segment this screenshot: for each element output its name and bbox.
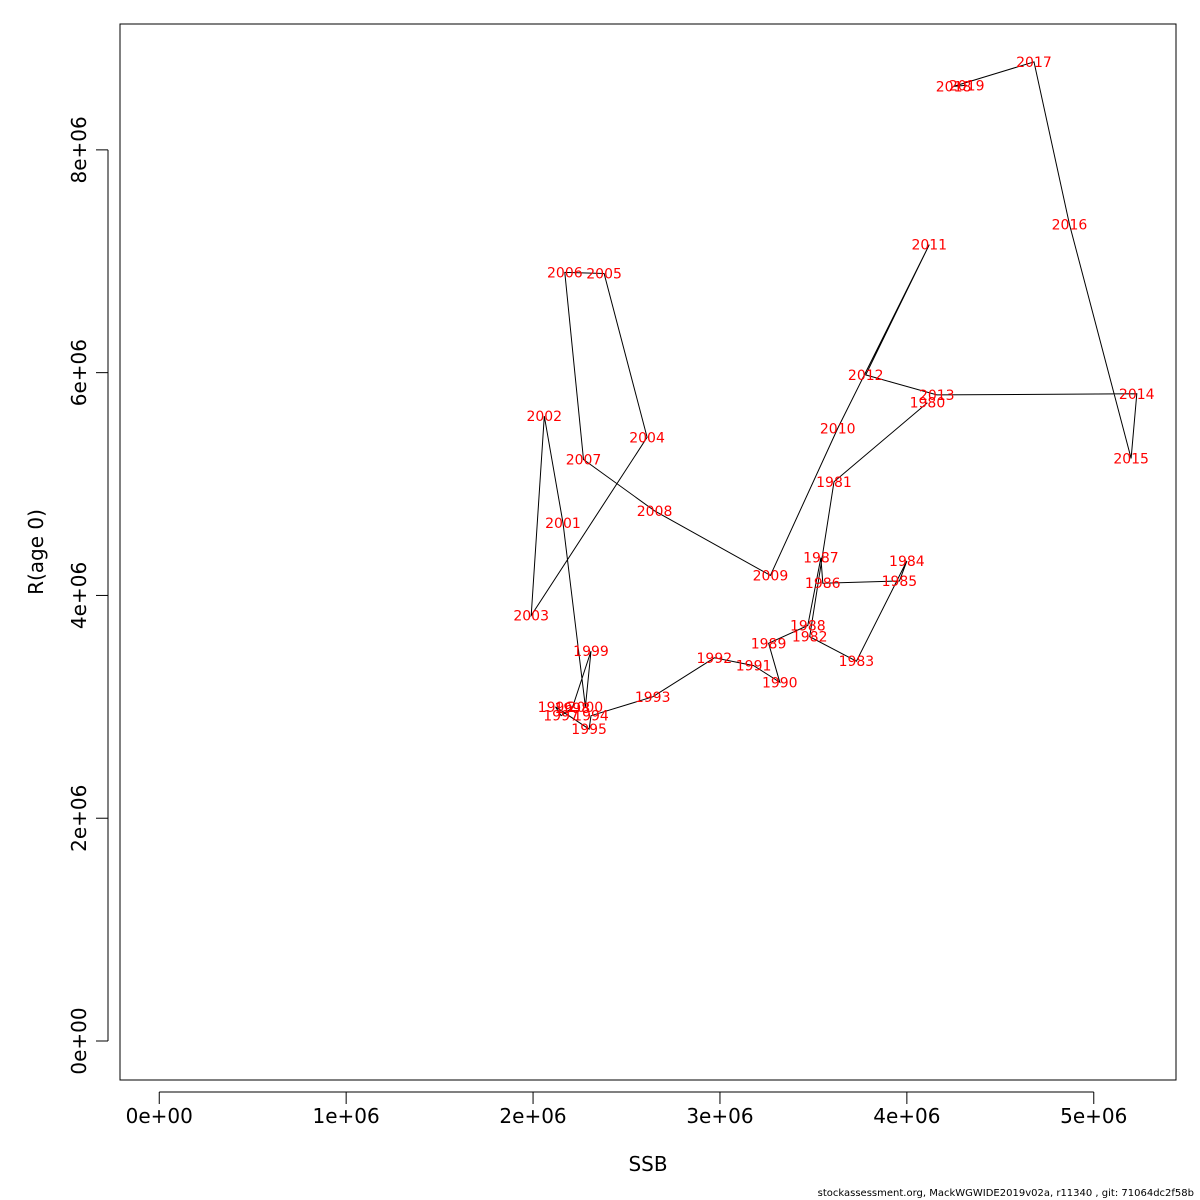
x-tick-label: 1e+06 — [313, 1104, 380, 1128]
x-tick-label: 5e+06 — [1060, 1104, 1127, 1128]
year-label-2007: 2007 — [566, 453, 602, 469]
year-label-2012: 2012 — [848, 368, 884, 384]
year-label-1993: 1993 — [635, 690, 671, 706]
year-label-2009: 2009 — [753, 568, 789, 584]
x-axis: 0e+00 1e+06 2e+06 3e+06 4e+06 5e+06 — [126, 1091, 1127, 1128]
year-label-2015: 2015 — [1113, 451, 1149, 467]
year-label-1997: 1997 — [543, 709, 579, 725]
year-label-2017: 2017 — [1016, 55, 1052, 71]
x-tick-label: 2e+06 — [499, 1104, 566, 1128]
year-label-1992: 1992 — [697, 651, 733, 667]
year-label-2002: 2002 — [526, 409, 562, 425]
year-label-2004: 2004 — [629, 430, 665, 446]
year-label-2016: 2016 — [1052, 218, 1088, 234]
year-label-2008: 2008 — [637, 504, 673, 520]
x-tick-label: 0e+00 — [126, 1104, 193, 1128]
year-label-2019: 2019 — [949, 78, 985, 94]
year-label-1989: 1989 — [751, 636, 787, 652]
y-tick-label: 2e+06 — [67, 785, 91, 852]
year-label-2001: 2001 — [545, 516, 581, 532]
year-label-2011: 2011 — [911, 238, 947, 254]
year-label-1984: 1984 — [889, 554, 925, 570]
y-tick-label: 6e+06 — [67, 339, 91, 406]
year-label-1996: 1996 — [538, 700, 574, 716]
year-label-1986: 1986 — [805, 576, 841, 592]
y-axis: 0e+00 2e+06 4e+06 6e+06 8e+06 — [67, 116, 109, 1075]
year-label-1990: 1990 — [762, 675, 798, 691]
y-axis-title: R(age 0) — [24, 509, 48, 595]
year-label-1994: 1994 — [573, 709, 609, 725]
year-label-1985: 1985 — [882, 574, 918, 590]
year-label-1980: 1980 — [910, 396, 946, 412]
x-tick-label: 3e+06 — [686, 1104, 753, 1128]
year-label-1987: 1987 — [803, 551, 839, 567]
year-label-2010: 2010 — [820, 421, 856, 437]
year-label-1991: 1991 — [736, 659, 772, 675]
year-label-2018: 2018 — [936, 79, 972, 95]
year-label-1988: 1988 — [790, 619, 826, 635]
year-label-1998: 1998 — [554, 701, 590, 717]
x-axis-title: SSB — [628, 1152, 667, 1176]
stock-recruit-trajectory-line — [530, 61, 1138, 730]
year-label-1983: 1983 — [839, 654, 875, 670]
year-label-2013: 2013 — [919, 388, 955, 404]
year-label-1999: 1999 — [573, 644, 609, 660]
year-label-1982: 1982 — [792, 630, 828, 646]
year-label-1981: 1981 — [816, 475, 852, 491]
year-label-2006: 2006 — [547, 265, 583, 281]
y-tick-label: 8e+06 — [67, 116, 91, 183]
plot-area-frame — [119, 23, 1177, 1081]
year-label-2003: 2003 — [513, 608, 549, 624]
year-label-1995: 1995 — [571, 722, 607, 738]
year-label-2014: 2014 — [1119, 387, 1155, 403]
x-tick-label: 4e+06 — [873, 1104, 940, 1128]
y-tick-label: 4e+06 — [67, 562, 91, 629]
year-label-2005: 2005 — [586, 267, 622, 283]
footer-source-note: stockassessment.org, MackWGWIDE2019v02a,… — [817, 1188, 1194, 1199]
year-label-2000: 2000 — [568, 700, 604, 716]
y-tick-label: 0e+00 — [67, 1007, 91, 1074]
year-labels: 1980 1981 1982 1983 1984 1985 1986 1987 19881989… — [513, 55, 1154, 738]
